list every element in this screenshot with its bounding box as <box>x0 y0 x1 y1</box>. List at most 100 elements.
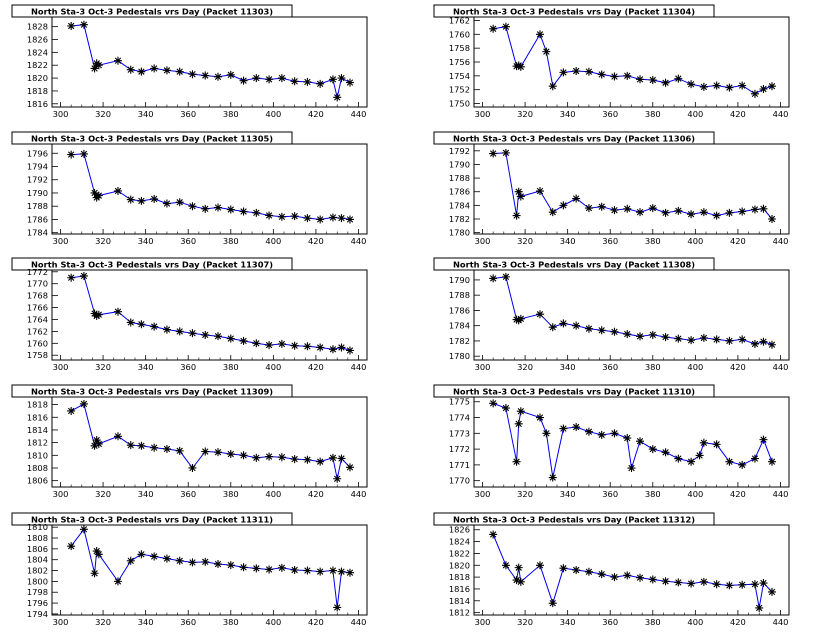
data-point <box>738 335 747 344</box>
y-tick-label: 1822 <box>27 60 48 70</box>
data-point <box>674 206 683 215</box>
y-tick-label: 1792 <box>449 146 470 156</box>
data-point <box>661 577 670 586</box>
x-tick-label: 300 <box>475 236 491 246</box>
data-point <box>328 566 337 575</box>
data-point <box>345 215 354 224</box>
data-point <box>623 330 632 339</box>
data-point <box>290 455 299 464</box>
data-point <box>712 335 721 344</box>
data-point <box>252 564 261 573</box>
data-point <box>150 552 159 561</box>
x-tick-label: 300 <box>53 236 69 246</box>
data-point <box>725 336 734 345</box>
y-tick-label: 1768 <box>27 291 48 301</box>
x-tick-label: 320 <box>95 109 111 119</box>
data-point <box>572 321 581 330</box>
data-point <box>489 274 498 283</box>
data-point <box>699 82 708 91</box>
data-point <box>738 207 747 216</box>
data-point <box>501 561 510 570</box>
data-point <box>597 570 606 579</box>
data-point <box>535 561 544 570</box>
data-point <box>501 404 510 413</box>
y-tick-label: 1816 <box>27 99 48 109</box>
x-tick-label: 360 <box>180 489 196 499</box>
data-point <box>252 453 261 462</box>
x-tick-label: 400 <box>265 362 281 372</box>
x-tick-label: 340 <box>138 362 154 372</box>
y-tick-label: 1774 <box>449 413 470 423</box>
x-tick-label: 400 <box>687 109 703 119</box>
x-tick-label: 420 <box>730 236 746 246</box>
data-point <box>489 149 498 158</box>
y-tick-label: 1798 <box>27 587 48 597</box>
data-point <box>290 77 299 86</box>
data-point <box>90 64 99 73</box>
x-tick-label: 440 <box>351 109 367 119</box>
data-point <box>610 573 619 582</box>
data-point <box>516 192 525 201</box>
y-tick-label: 1824 <box>27 47 48 57</box>
data-point <box>648 204 657 213</box>
data-point <box>303 566 312 575</box>
data-point <box>175 327 184 336</box>
x-tick-label: 340 <box>138 617 154 627</box>
x-tick-label: 300 <box>53 109 69 119</box>
y-tick-label: 1808 <box>27 463 48 473</box>
data-point <box>137 196 146 205</box>
data-point <box>150 322 159 331</box>
chart-title: North Sta-3 Oct-3 Pedestals vrs Day (Pac… <box>31 387 273 397</box>
y-tick-label: 1818 <box>27 400 48 410</box>
x-tick-label: 380 <box>645 362 661 372</box>
data-point <box>738 460 747 469</box>
data-point <box>201 330 210 339</box>
data-point <box>674 578 683 587</box>
y-tick-label: 1792 <box>27 175 48 185</box>
x-tick-label: 380 <box>645 489 661 499</box>
data-point <box>94 61 103 70</box>
chart-title: North Sta-3 Oct-3 Pedestals vrs Day (Pac… <box>453 7 695 17</box>
y-tick-label: 1786 <box>449 187 470 197</box>
data-point <box>514 187 523 196</box>
y-tick-label: 1816 <box>27 412 48 422</box>
data-point <box>67 273 76 282</box>
title-box <box>433 384 715 398</box>
data-point <box>767 457 776 466</box>
x-tick-label: 340 <box>138 236 154 246</box>
data-point <box>572 566 581 574</box>
data-point <box>750 339 759 348</box>
y-tick-label: 1784 <box>449 321 470 331</box>
data-point <box>648 76 657 84</box>
y-tick-label: 1752 <box>449 85 470 95</box>
chart-panel: North Sta-3 Oct-3 Pedestals vrs Day (Pac… <box>433 512 790 627</box>
data-point <box>584 567 593 576</box>
data-point <box>252 74 261 83</box>
data-point <box>535 187 544 196</box>
data-point <box>337 454 346 463</box>
data-point <box>265 565 274 574</box>
data-point <box>175 446 184 455</box>
data-point <box>333 93 342 102</box>
data-point <box>559 319 568 328</box>
data-point <box>610 206 619 215</box>
x-tick-label: 340 <box>138 489 154 499</box>
y-tick-label: 1760 <box>449 29 470 39</box>
series-line <box>493 402 773 478</box>
x-tick-label: 380 <box>223 617 239 627</box>
data-point <box>687 80 696 89</box>
data-point <box>674 454 683 463</box>
x-tick-label: 300 <box>53 617 69 627</box>
data-point <box>699 577 708 586</box>
data-point <box>277 453 286 462</box>
x-tick-label: 420 <box>308 489 324 499</box>
x-tick-label: 420 <box>308 362 324 372</box>
data-point <box>572 67 581 75</box>
data-point <box>548 323 557 332</box>
data-point <box>661 78 670 87</box>
x-tick-label: 420 <box>730 362 746 372</box>
data-point <box>661 333 670 342</box>
y-tick-label: 1754 <box>449 71 470 81</box>
x-tick-label: 360 <box>180 236 196 246</box>
